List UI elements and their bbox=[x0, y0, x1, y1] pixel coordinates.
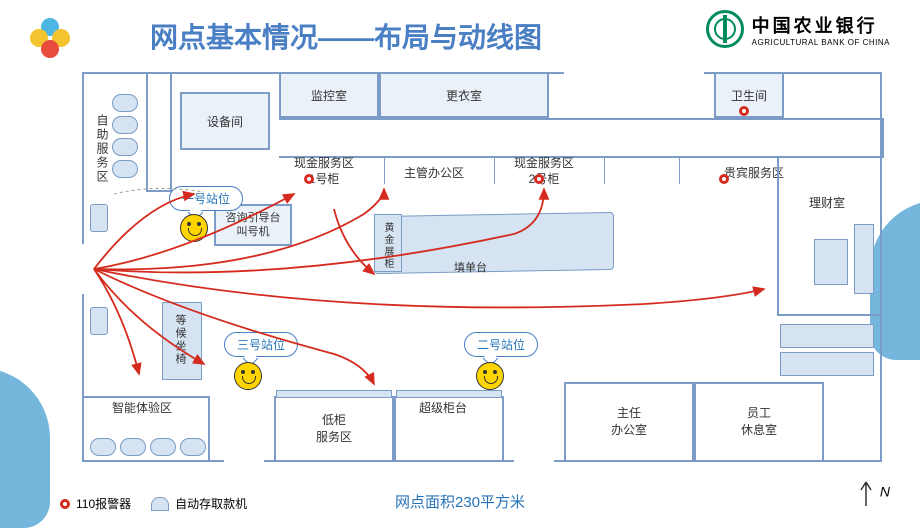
compass: N bbox=[856, 478, 890, 508]
label-wait: 等候坐椅 bbox=[172, 314, 188, 366]
room-low: 低柜 服务区 bbox=[274, 396, 394, 462]
atm-7 bbox=[150, 438, 176, 456]
furn-left-1 bbox=[90, 204, 108, 232]
callout-station-2: 二号站位 bbox=[464, 332, 538, 357]
center-counter bbox=[374, 212, 614, 274]
label-cash1: 现金服务区 1号柜 bbox=[294, 156, 354, 187]
furn-wealth-1 bbox=[854, 224, 874, 294]
compass-label: N bbox=[880, 484, 890, 500]
service-row bbox=[279, 118, 884, 158]
room-change: 更衣室 bbox=[379, 72, 549, 118]
alarm-dot-1 bbox=[304, 174, 314, 184]
area-self-service: 自助服务区 bbox=[94, 114, 111, 184]
atm-3 bbox=[112, 138, 138, 156]
atm-4 bbox=[112, 160, 138, 178]
label-gold: 黄金展柜 bbox=[380, 222, 395, 270]
bank-name-en: AGRICULTURAL BANK OF CHINA bbox=[752, 38, 890, 47]
label-cash2: 现金服务区 2号柜 bbox=[514, 156, 574, 187]
label-form: 填单台 bbox=[454, 259, 487, 275]
logo-petals bbox=[30, 18, 70, 58]
footer-area: 网点面积230平方米 bbox=[0, 491, 920, 512]
door-gap-3 bbox=[564, 71, 704, 77]
label-supervisor: 主管办公区 bbox=[404, 164, 464, 181]
label-super: 超级柜台 bbox=[419, 399, 467, 416]
bank-icon bbox=[706, 10, 744, 48]
label-wealth: 理财室 bbox=[809, 194, 845, 211]
furn-sofa-1 bbox=[780, 324, 874, 348]
atm-8 bbox=[180, 438, 206, 456]
atm-2 bbox=[112, 116, 138, 134]
divider bbox=[679, 156, 680, 184]
page-title: 网点基本情况——布局与动线图 bbox=[150, 16, 542, 56]
atm-5 bbox=[90, 438, 116, 456]
smiley-1 bbox=[180, 214, 208, 242]
door-gap-2 bbox=[514, 457, 554, 463]
room-toilet: 卫生间 bbox=[714, 72, 784, 118]
room-staff: 员工 休息室 bbox=[694, 382, 824, 462]
alarm-dot-2 bbox=[534, 174, 544, 184]
atm-6 bbox=[120, 438, 146, 456]
callout-station-3: 三号站位 bbox=[224, 332, 298, 357]
smiley-2 bbox=[476, 362, 504, 390]
entrance bbox=[81, 244, 87, 294]
door-gap-1 bbox=[224, 457, 264, 463]
furn-wealth-2 bbox=[814, 239, 848, 285]
divider bbox=[384, 156, 385, 184]
label-vip: 贵宾服务区 bbox=[724, 164, 784, 181]
label-smart: 智能体验区 bbox=[112, 399, 172, 416]
room-equipment: 设备间 bbox=[180, 92, 270, 150]
smiley-3 bbox=[234, 362, 262, 390]
room-monitor: 监控室 bbox=[279, 72, 379, 118]
alarm-dot-3 bbox=[719, 174, 729, 184]
room-director: 主任 办公室 bbox=[564, 382, 694, 462]
alarm-dot-4 bbox=[739, 106, 749, 116]
divider bbox=[604, 156, 605, 184]
floor-plan: 自助服务区 设备间 监控室 更衣室 卫生间 现金服务区 1号柜 主管办公区 现金… bbox=[82, 72, 882, 462]
bank-logo: 中国农业银行 AGRICULTURAL BANK OF CHINA bbox=[706, 10, 890, 48]
divider bbox=[494, 156, 495, 184]
bank-name-cn: 中国农业银行 bbox=[752, 12, 890, 38]
atm-1 bbox=[112, 94, 138, 112]
low-counter bbox=[276, 390, 392, 398]
super-counter bbox=[396, 390, 502, 398]
corridor-left bbox=[146, 72, 172, 192]
furn-left-2 bbox=[90, 307, 108, 335]
furn-sofa-2 bbox=[780, 352, 874, 376]
callout-station-1: 一号站位 bbox=[169, 186, 243, 211]
